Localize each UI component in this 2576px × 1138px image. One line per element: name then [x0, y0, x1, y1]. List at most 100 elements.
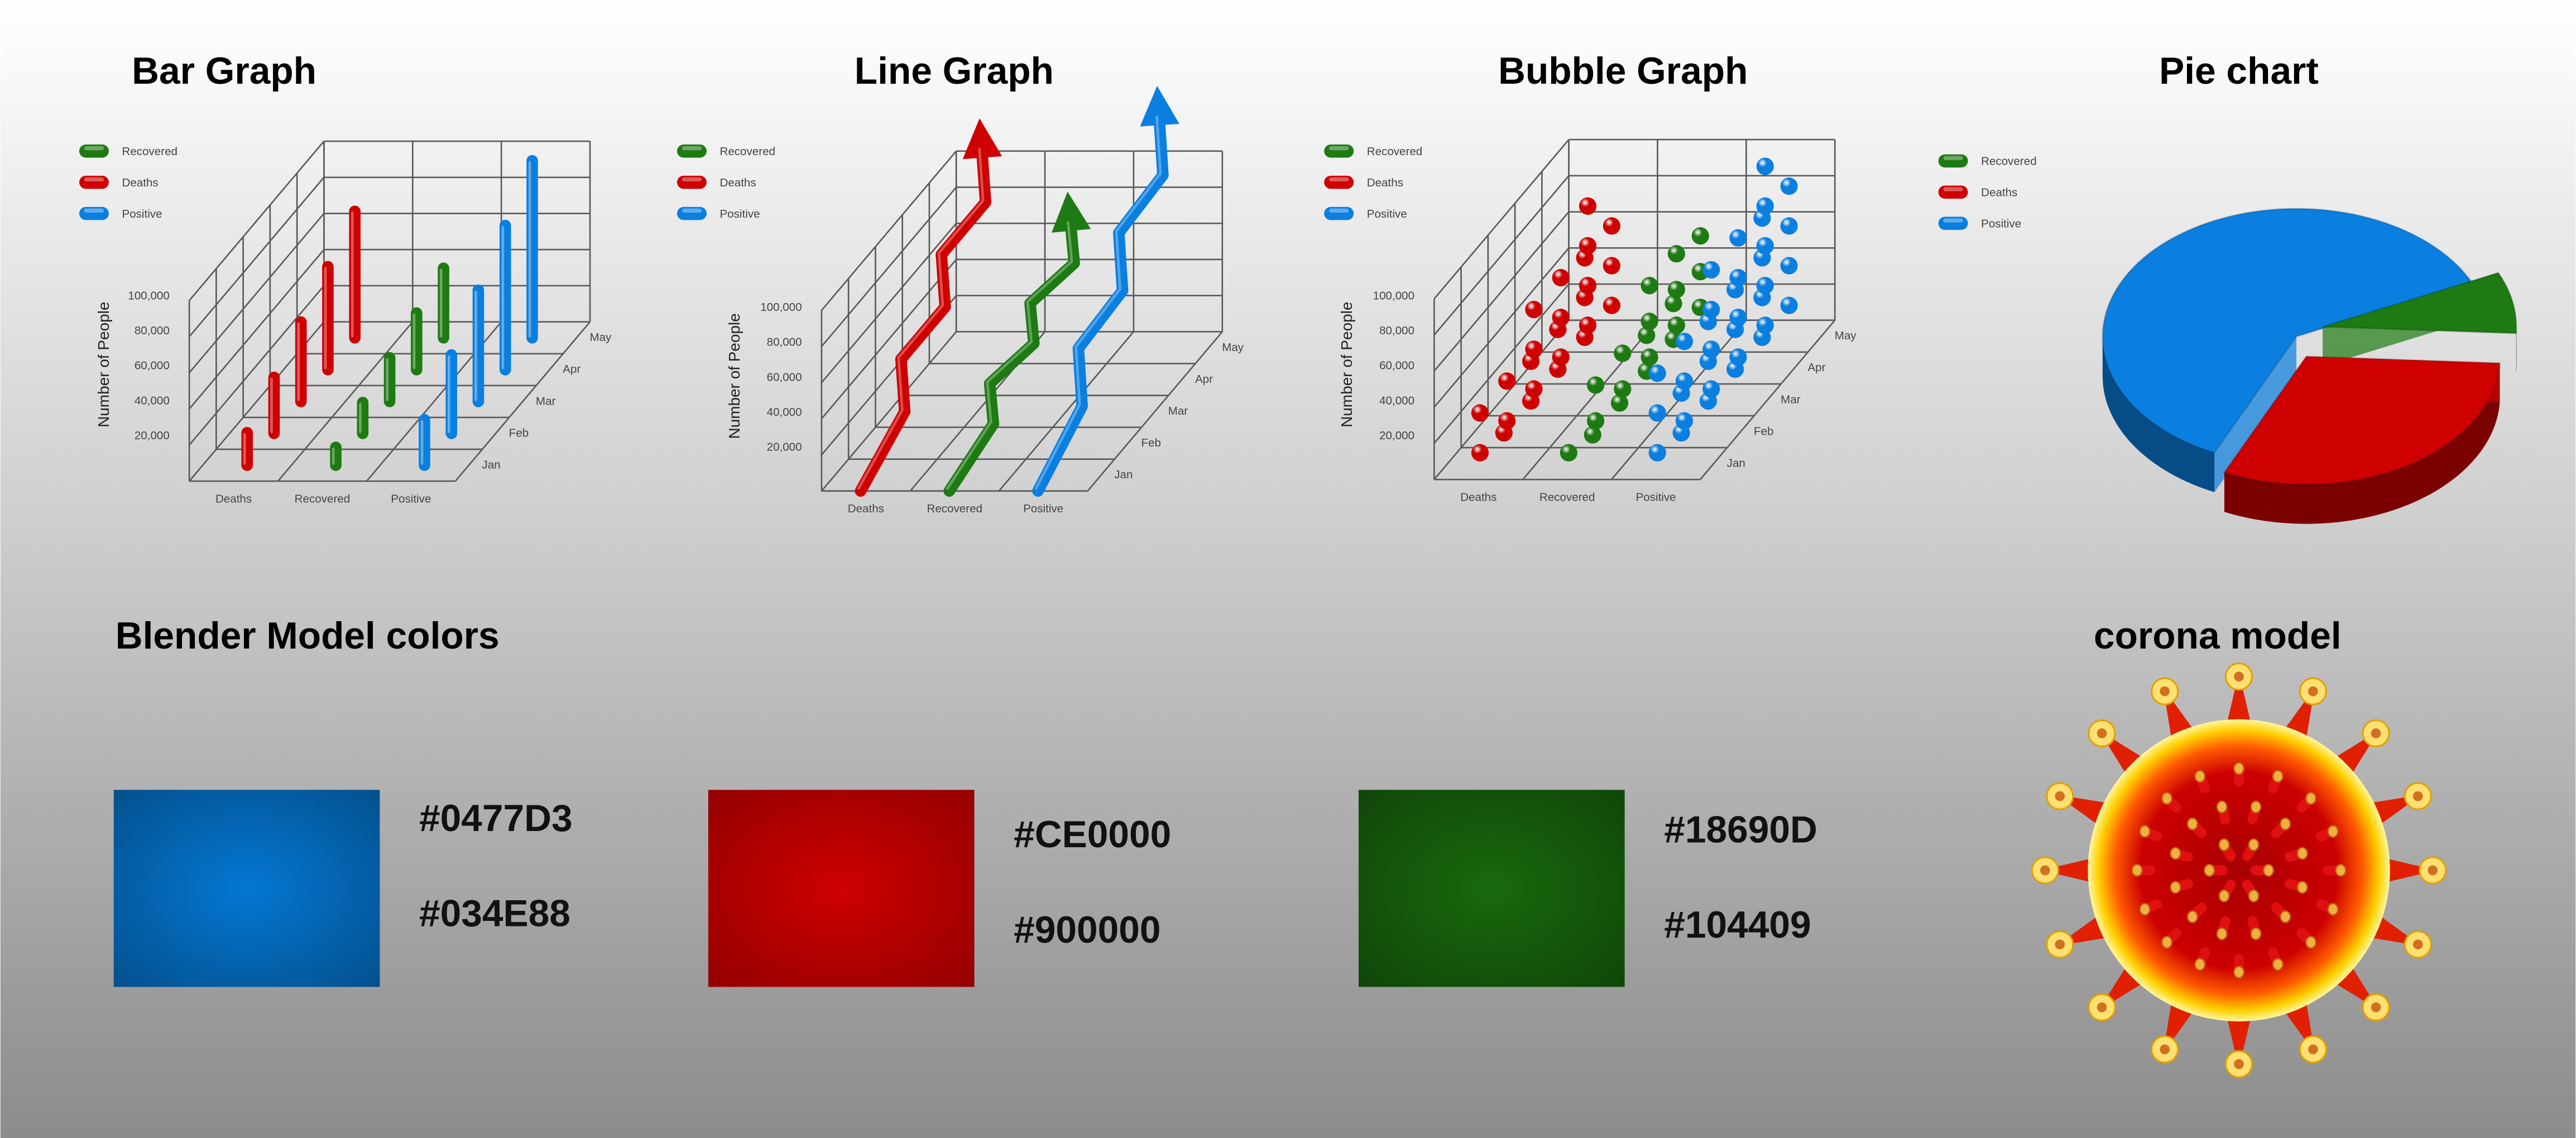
grid-line — [454, 321, 591, 482]
inner-dot — [2216, 927, 2228, 940]
inner-dot — [2194, 958, 2206, 971]
x-tick-label: Deaths — [848, 502, 884, 515]
bubble — [1614, 380, 1632, 398]
x-tick-label: Deaths — [215, 492, 252, 505]
depth-label: May — [1835, 329, 1857, 342]
bubble — [1756, 197, 1774, 215]
spike-dot — [2234, 1059, 2244, 1069]
legend-swatch — [79, 144, 109, 158]
inner-dot — [2186, 817, 2198, 830]
inner-dot — [2327, 825, 2339, 838]
grid-line — [1433, 284, 1570, 444]
color-code: #18690D — [1664, 809, 1817, 851]
color-code: #900000 — [1014, 909, 1160, 951]
bubble — [1729, 268, 1747, 287]
inner-dot — [2161, 791, 2173, 805]
bubble — [1780, 296, 1798, 314]
inner-dot — [2305, 791, 2317, 805]
bubble — [1471, 444, 1489, 462]
color-code: #CE0000 — [1014, 814, 1171, 856]
bubble — [1579, 237, 1597, 255]
bubble — [1552, 348, 1570, 366]
bubble — [1584, 426, 1601, 444]
legend-label: Deaths — [122, 176, 158, 189]
legend-shine — [84, 146, 104, 151]
line — [1032, 85, 1179, 497]
legend-swatch — [79, 175, 109, 189]
x-tick-label: Positive — [1023, 502, 1063, 515]
grid-line — [1433, 211, 1570, 372]
inner-dot — [2139, 825, 2151, 838]
spike-dot — [2371, 728, 2381, 738]
spike-dot — [2055, 791, 2065, 801]
x-tick-label: Recovered — [295, 492, 351, 505]
bubble — [1552, 268, 1570, 287]
inner-dot — [2170, 881, 2181, 894]
inner-dot — [2194, 770, 2206, 783]
inner-dot — [2204, 863, 2215, 877]
legend-swatch — [1938, 217, 1968, 230]
legend-label: Deaths — [1981, 186, 2017, 199]
legend-swatch — [79, 207, 109, 220]
section-title: corona model — [2094, 615, 2342, 657]
legend-shine — [1329, 177, 1349, 182]
bubble — [1648, 404, 1666, 422]
line-shine — [1034, 116, 1162, 490]
bubble — [1587, 376, 1605, 394]
bubble — [1614, 344, 1632, 362]
bubble — [1471, 404, 1489, 422]
inner-dot — [2216, 800, 2228, 814]
legend-label: Recovered — [1367, 145, 1423, 158]
color-code: #104409 — [1664, 904, 1811, 946]
spike-dot — [2413, 939, 2423, 950]
grid-line — [1433, 175, 1570, 336]
grid-line — [1433, 319, 1570, 481]
inner-dot — [2248, 838, 2260, 852]
y-axis-label: Number of People — [95, 302, 112, 428]
x-tick-label: Recovered — [927, 502, 982, 515]
legend-shine — [1943, 156, 1963, 160]
grid-line — [1433, 139, 1570, 300]
legend-shine — [84, 208, 104, 213]
depth-label: Jan — [482, 458, 500, 471]
y-tick-label: 40,000 — [135, 394, 170, 407]
pie-side — [2224, 363, 2500, 524]
depth-label: Mar — [1781, 393, 1801, 406]
bubble — [1780, 257, 1798, 275]
grid-line — [821, 186, 957, 347]
inner-dot — [2280, 910, 2291, 924]
grid-line — [189, 176, 325, 338]
legend-label: Positive — [1367, 208, 1407, 220]
grid-line — [189, 213, 325, 373]
pie-cut — [2214, 337, 2297, 492]
inner-dot — [2327, 902, 2339, 916]
spike-dot — [2055, 939, 2065, 950]
bubble — [1610, 394, 1629, 412]
legend-label: Deaths — [719, 176, 756, 189]
color-code: #034E88 — [419, 892, 570, 934]
section-title: Blender Model colors — [116, 615, 500, 657]
spike-dot — [2097, 1002, 2107, 1012]
bubble — [1756, 277, 1774, 295]
legend-label: Recovered — [1981, 155, 2037, 168]
bubble — [1587, 412, 1605, 430]
depth-label: Mar — [1168, 405, 1188, 417]
bubble — [1640, 277, 1658, 295]
bubble — [1675, 372, 1694, 390]
y-tick-label: 100,000 — [760, 301, 802, 314]
y-axis-label: Number of People — [726, 313, 743, 439]
y-tick-label: 60,000 — [767, 371, 802, 383]
bubble — [1579, 197, 1597, 215]
line — [855, 118, 1002, 497]
inner-dot — [2280, 817, 2291, 830]
bubble — [1702, 380, 1720, 398]
depth-label: Feb — [1754, 425, 1773, 438]
bubble — [1648, 444, 1666, 462]
spike-dot — [2371, 1002, 2381, 1012]
bubble — [1579, 277, 1597, 295]
bubble — [1675, 333, 1694, 350]
depth-label: Apr — [1807, 361, 1825, 374]
legend-shine — [682, 177, 702, 182]
inner-dot — [2131, 863, 2143, 877]
inner-dot — [2233, 966, 2245, 979]
